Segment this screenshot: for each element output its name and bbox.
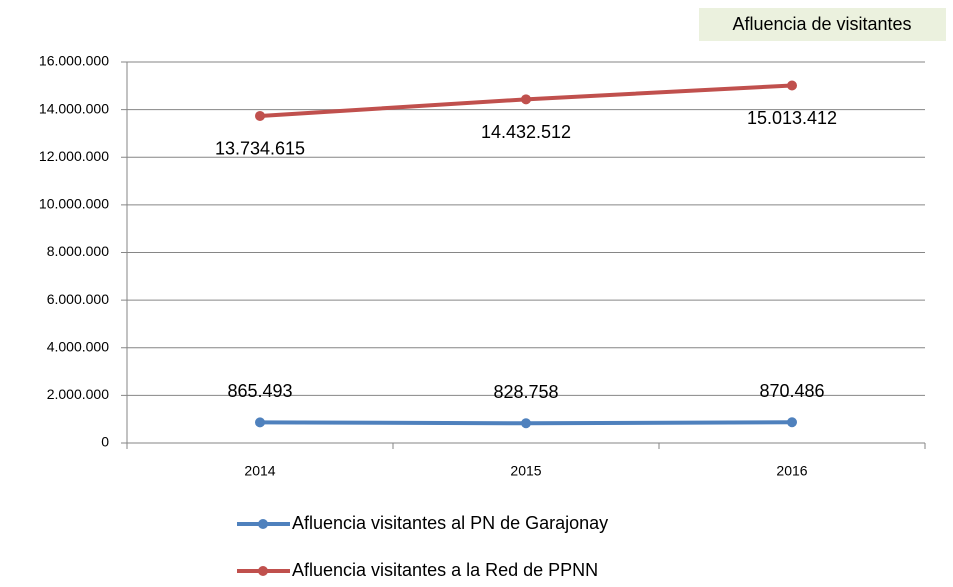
data-label: 870.486 <box>759 381 824 401</box>
legend-label: Afluencia visitantes al PN de Garajonay <box>292 513 608 533</box>
x-tick-label: 2014 <box>244 463 275 479</box>
series-marker <box>787 80 797 91</box>
chart-title: Afluencia de visitantes <box>732 14 911 34</box>
y-tick-label: 4.000.000 <box>47 338 109 354</box>
x-tick-label: 2016 <box>776 463 807 479</box>
legend-label: Afluencia visitantes a la Red de PPNN <box>292 560 598 580</box>
y-tick-label: 2.000.000 <box>47 386 109 402</box>
series-marker <box>255 110 265 121</box>
y-tick-label: 8.000.000 <box>47 243 109 259</box>
data-label: 13.734.615 <box>215 139 305 159</box>
x-tick-label: 2015 <box>510 463 541 479</box>
series-marker <box>787 417 797 428</box>
series-marker <box>521 94 531 105</box>
series-marker <box>255 417 265 428</box>
data-label: 865.493 <box>227 381 292 401</box>
legend-marker <box>258 566 268 576</box>
data-label: 14.432.512 <box>481 122 571 142</box>
legend-marker <box>258 519 268 529</box>
y-tick-label: 16.000.000 <box>39 53 109 69</box>
y-tick-label: 12.000.000 <box>39 148 109 164</box>
y-tick-label: 0 <box>101 434 109 450</box>
y-tick-label: 14.000.000 <box>39 100 109 116</box>
y-tick-label: 10.000.000 <box>39 196 109 212</box>
data-label: 828.758 <box>493 382 558 402</box>
title-box <box>699 8 946 41</box>
series-marker <box>521 418 531 429</box>
y-tick-label: 6.000.000 <box>47 291 109 307</box>
data-label: 15.013.412 <box>747 108 837 128</box>
